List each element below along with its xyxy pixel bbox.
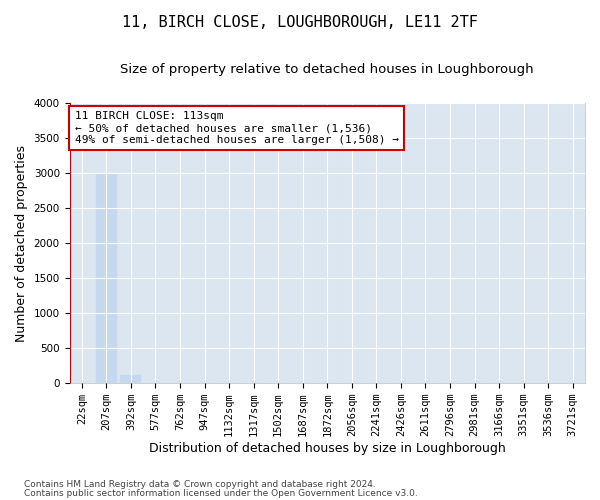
Text: 11, BIRCH CLOSE, LOUGHBOROUGH, LE11 2TF: 11, BIRCH CLOSE, LOUGHBOROUGH, LE11 2TF (122, 15, 478, 30)
Text: 11 BIRCH CLOSE: 113sqm
← 50% of detached houses are smaller (1,536)
49% of semi-: 11 BIRCH CLOSE: 113sqm ← 50% of detached… (74, 112, 398, 144)
Y-axis label: Number of detached properties: Number of detached properties (15, 144, 28, 342)
Text: Contains HM Land Registry data © Crown copyright and database right 2024.: Contains HM Land Registry data © Crown c… (24, 480, 376, 489)
Bar (96, 174, 117, 383)
X-axis label: Distribution of detached houses by size in Loughborough: Distribution of detached houses by size … (149, 442, 506, 455)
Bar (121, 376, 142, 383)
Text: Contains public sector information licensed under the Open Government Licence v3: Contains public sector information licen… (24, 488, 418, 498)
Title: Size of property relative to detached houses in Loughborough: Size of property relative to detached ho… (121, 62, 534, 76)
